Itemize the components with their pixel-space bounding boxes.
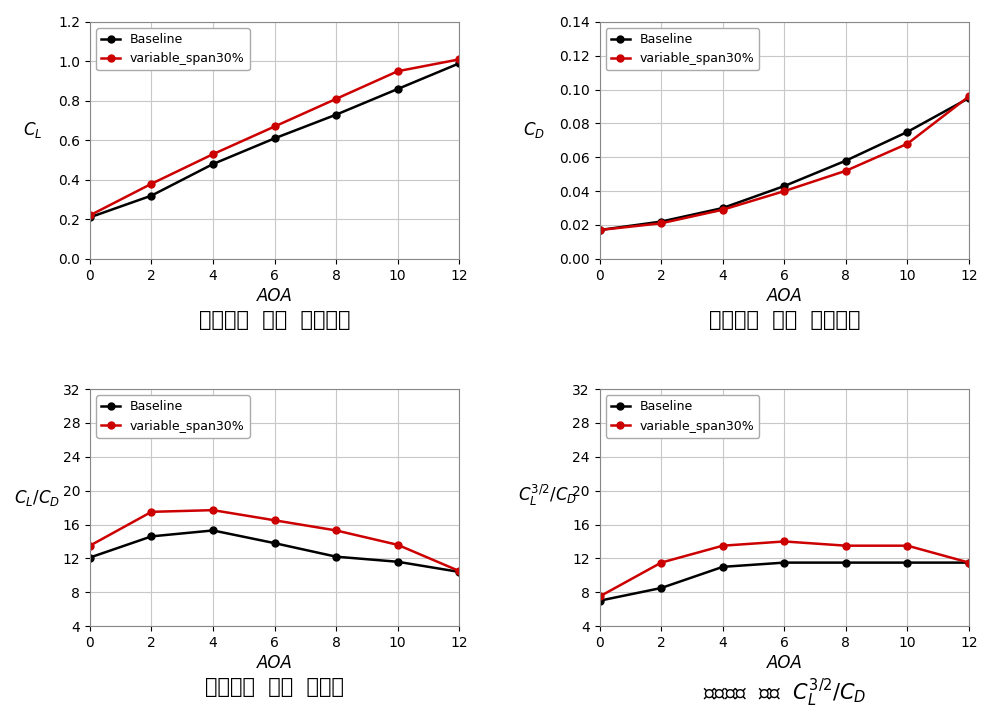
variable_span30% — [717, 205, 729, 214]
Baseline — [146, 532, 158, 541]
Baseline — [207, 526, 219, 535]
Y-axis label: $C_D$: $C_D$ — [523, 120, 545, 141]
variable_span30% — [717, 542, 729, 550]
Baseline — [901, 558, 913, 567]
variable_span30% — [146, 179, 158, 188]
variable_span30% — [454, 55, 466, 64]
Line: variable_span30%: variable_span30% — [596, 538, 972, 600]
Baseline — [84, 553, 96, 562]
variable_span30% — [840, 542, 852, 550]
Line: variable_span30%: variable_span30% — [87, 507, 463, 574]
variable_span30% — [840, 167, 852, 175]
Baseline — [778, 182, 790, 191]
Y-axis label: $C_L/C_D$: $C_L/C_D$ — [14, 488, 61, 507]
variable_span30% — [207, 150, 219, 159]
Baseline — [901, 127, 913, 136]
Baseline — [330, 110, 342, 119]
Text: 받음각에  따른  양항비: 받음각에 따른 양항비 — [205, 677, 344, 697]
Baseline — [840, 558, 852, 567]
variable_span30% — [778, 186, 790, 195]
X-axis label: AOA: AOA — [257, 287, 293, 305]
Baseline — [207, 159, 219, 168]
variable_span30% — [593, 226, 605, 234]
Baseline — [269, 539, 281, 547]
variable_span30% — [901, 139, 913, 148]
variable_span30% — [963, 558, 975, 567]
Baseline — [963, 94, 975, 103]
Text: 받음각에  따른  $C_L^{3/2}/C_D$: 받음각에 따른 $C_L^{3/2}/C_D$ — [702, 677, 866, 709]
Baseline — [717, 563, 729, 571]
Baseline — [717, 204, 729, 213]
variable_span30% — [655, 558, 667, 567]
Baseline — [454, 568, 466, 577]
variable_span30% — [454, 566, 466, 575]
variable_span30% — [84, 211, 96, 220]
Baseline — [778, 558, 790, 567]
variable_span30% — [330, 95, 342, 103]
Baseline — [454, 59, 466, 68]
Legend: Baseline, variable_span30%: Baseline, variable_span30% — [96, 28, 250, 71]
Text: 받음각에  따른  항력계수: 받음각에 따른 항력계수 — [708, 309, 860, 330]
Line: variable_span30%: variable_span30% — [596, 93, 972, 234]
variable_span30% — [392, 67, 404, 76]
variable_span30% — [330, 526, 342, 535]
variable_span30% — [207, 506, 219, 515]
Line: Baseline: Baseline — [596, 95, 972, 234]
Line: Baseline: Baseline — [596, 559, 972, 604]
variable_span30% — [963, 92, 975, 100]
Line: variable_span30%: variable_span30% — [87, 56, 463, 219]
Baseline — [655, 584, 667, 593]
variable_span30% — [593, 592, 605, 601]
variable_span30% — [392, 540, 404, 549]
variable_span30% — [901, 542, 913, 550]
X-axis label: AOA: AOA — [766, 287, 802, 305]
variable_span30% — [269, 516, 281, 525]
Line: Baseline: Baseline — [87, 60, 463, 221]
Baseline — [330, 553, 342, 561]
Legend: Baseline, variable_span30%: Baseline, variable_span30% — [606, 28, 759, 71]
Baseline — [593, 226, 605, 234]
variable_span30% — [778, 537, 790, 546]
Line: Baseline: Baseline — [87, 527, 463, 575]
variable_span30% — [84, 542, 96, 550]
Baseline — [84, 213, 96, 222]
variable_span30% — [269, 122, 281, 131]
X-axis label: AOA: AOA — [257, 654, 293, 672]
Legend: Baseline, variable_span30%: Baseline, variable_span30% — [606, 395, 759, 438]
Baseline — [593, 596, 605, 605]
X-axis label: AOA: AOA — [766, 654, 802, 672]
Baseline — [840, 157, 852, 165]
Baseline — [269, 134, 281, 143]
Y-axis label: $C_L$: $C_L$ — [24, 120, 43, 141]
Y-axis label: $C_L^{3/2}/C_D$: $C_L^{3/2}/C_D$ — [517, 482, 576, 507]
Baseline — [392, 558, 404, 566]
Baseline — [963, 558, 975, 567]
variable_span30% — [655, 219, 667, 228]
variable_span30% — [146, 507, 158, 516]
Baseline — [146, 191, 158, 200]
Baseline — [392, 84, 404, 93]
Legend: Baseline, variable_span30%: Baseline, variable_span30% — [96, 395, 250, 438]
Baseline — [655, 217, 667, 226]
Text: 받음각에  따른  양력계수: 받음각에 따른 양력계수 — [199, 309, 351, 330]
